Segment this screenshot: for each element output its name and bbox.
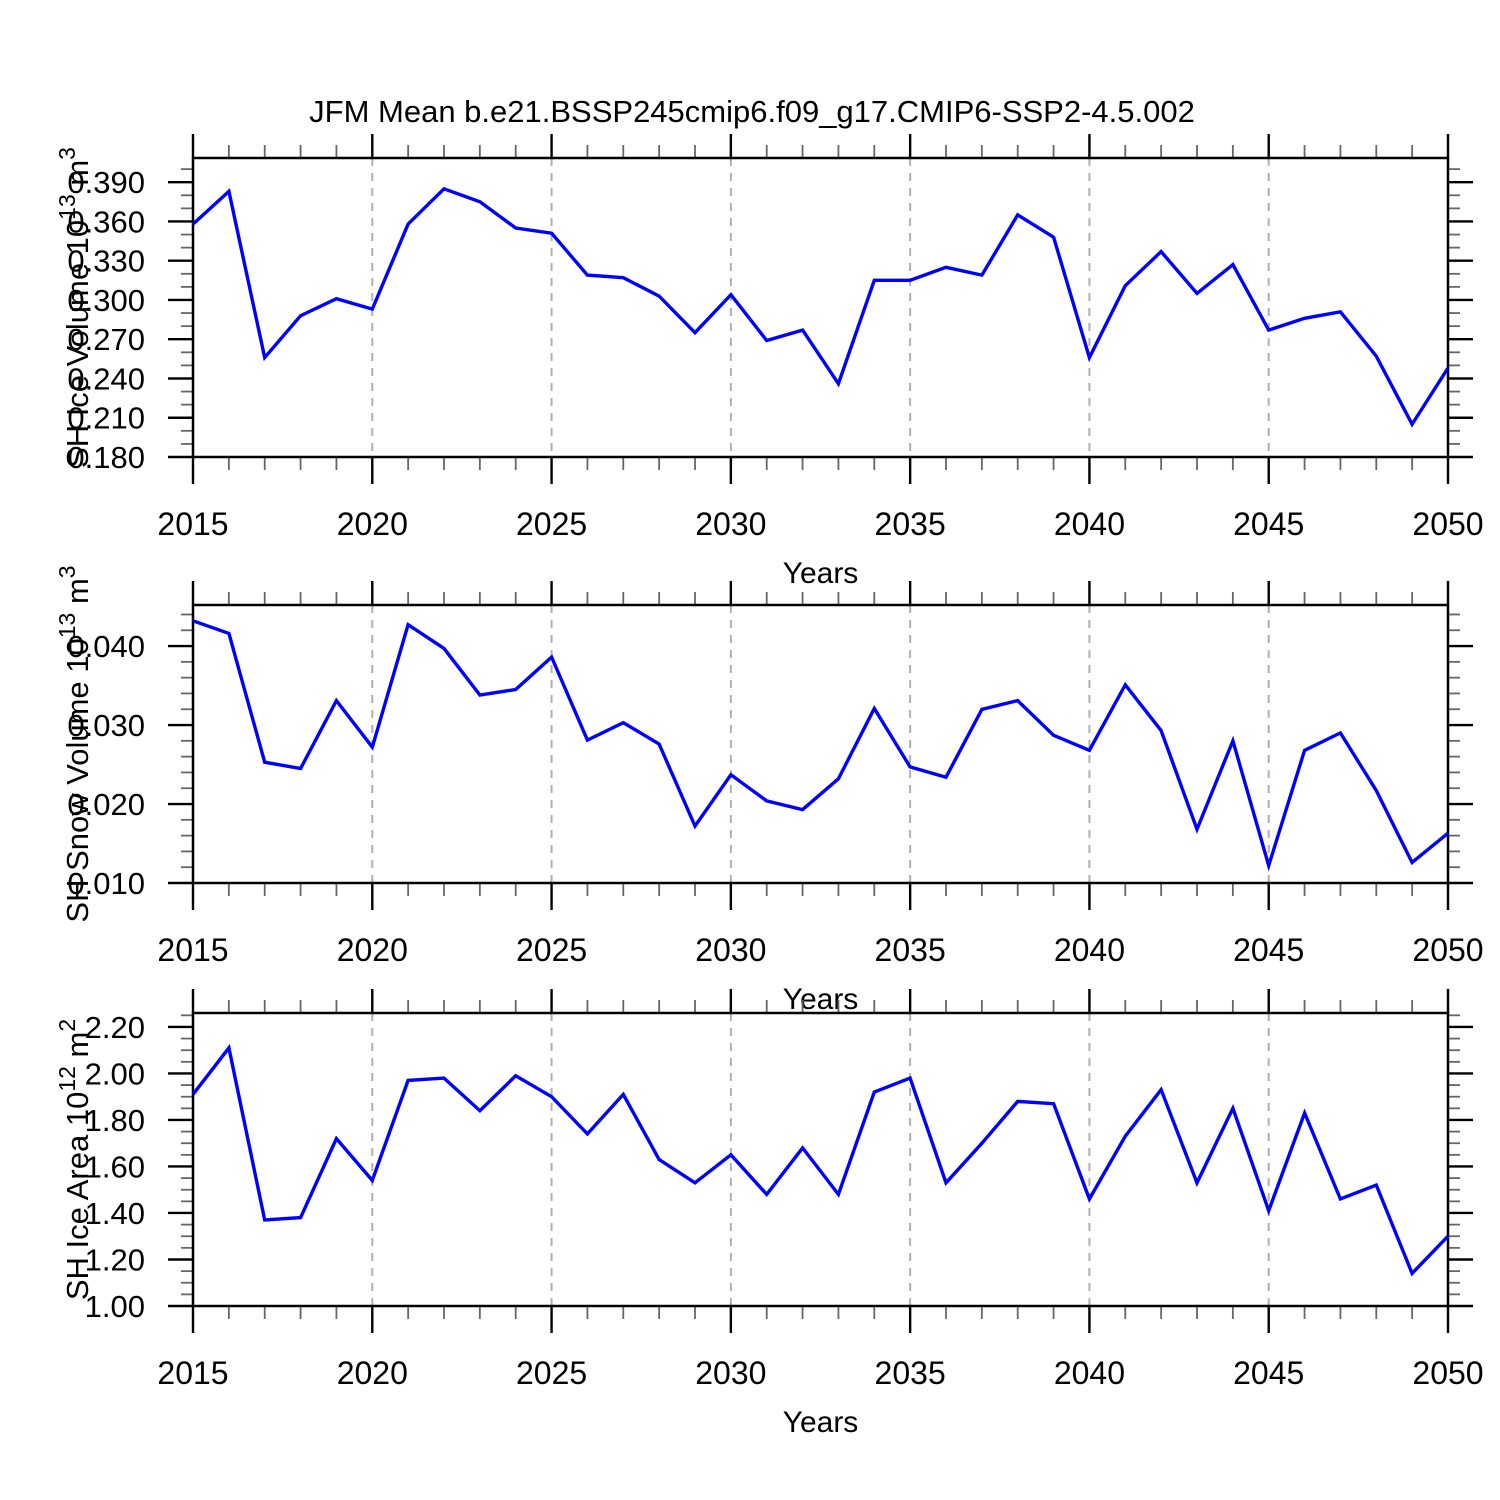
x-tick-label: 2015	[157, 932, 228, 968]
x-tick-label: 2050	[1412, 932, 1483, 968]
y-tick-label: 0.300	[67, 283, 145, 318]
x-axis-title: Years	[783, 557, 859, 590]
x-axis-title: Years	[783, 1406, 859, 1439]
x-tick-label: 2040	[1054, 932, 1125, 968]
x-tick-label: 2015	[157, 506, 228, 542]
x-tick-label: 2025	[516, 932, 587, 968]
y-tick-label: 0.030	[67, 708, 145, 743]
y-tick-label: 1.40	[85, 1196, 145, 1231]
sh-ice-area-line	[191, 1043, 1450, 1277]
y-tick-label: 0.240	[67, 361, 145, 396]
x-tick-label: 2035	[875, 932, 946, 968]
y-tick-label: 0.360	[67, 204, 145, 239]
x-tick-label: 2045	[1233, 506, 1304, 542]
y-tick-label: 1.20	[85, 1242, 145, 1277]
panel-sh-ice-volume: 0.180 0.210 0.240 0.270 0.300 0.330 0.360 0.390…	[54, 134, 1484, 590]
y-tick-label: 2.20	[85, 1010, 145, 1045]
x-tick-label: 2025	[516, 506, 587, 542]
y-axis-title: SH Ice Volume 1013 m3	[54, 147, 95, 468]
y-tick-label: 2.00	[85, 1056, 145, 1091]
y-axis-title: SH Snow Volume 1013 m3	[54, 565, 95, 922]
x-tick-label: 2020	[337, 506, 408, 542]
plot-frame	[191, 1011, 1450, 1308]
plot-frame	[191, 156, 1450, 459]
y-tick-label: 0.270	[67, 322, 145, 357]
y-tick-label: 1.60	[85, 1149, 145, 1184]
x-tick-label: 2030	[695, 1355, 766, 1391]
y-tick-label: 1.80	[85, 1103, 145, 1138]
x-tick-label: 2045	[1233, 1355, 1304, 1391]
x-tick-label: 2040	[1054, 1355, 1125, 1391]
y-tick-label: 0.330	[67, 244, 145, 279]
x-tick-label: 2020	[337, 932, 408, 968]
chart-title: JFM Mean b.e21.BSSP245cmip6.f09_g17.CMIP…	[309, 94, 1195, 129]
x-tick-label: 2035	[875, 506, 946, 542]
y-tick-label: 0.020	[67, 787, 145, 822]
x-axis-title: Years	[783, 983, 859, 1016]
panel-sh-ice-area: 1.00 1.20 1.40 1.60 1.80 2.00 2.20 2015 2020 2025…	[54, 989, 1484, 1439]
x-tick-label: 2050	[1412, 1355, 1483, 1391]
y-axis-title: SH Ice Area 1012 m2	[54, 1019, 95, 1300]
x-tick-label: 2025	[516, 1355, 587, 1391]
plot-frame	[191, 603, 1450, 885]
y-tick-label: 0.390	[67, 165, 145, 200]
x-tick-label: 2030	[695, 506, 766, 542]
sh-ice-volume-line	[191, 186, 1450, 428]
x-tick-label: 2045	[1233, 932, 1304, 968]
y-tick-label: 0.210	[67, 401, 145, 436]
y-tick-label: 0.180	[67, 440, 145, 475]
x-tick-label: 2030	[695, 932, 766, 968]
y-tick-label: 0.010	[67, 866, 145, 901]
sh-snow-volume-line	[192, 619, 1450, 872]
x-tick-label: 2015	[157, 1355, 228, 1391]
x-tick-label: 2050	[1412, 506, 1483, 542]
x-tick-label: 2020	[337, 1355, 408, 1391]
y-tick-label: 1.00	[85, 1289, 145, 1324]
x-tick-label: 2040	[1054, 506, 1125, 542]
x-tick-label: 2035	[875, 1355, 946, 1391]
y-tick-label: 0.040	[67, 629, 145, 664]
panel-sh-snow-volume: 0.010 0.020 0.030 0.040 2015 2020 2025 2030 2035…	[54, 565, 1484, 1016]
